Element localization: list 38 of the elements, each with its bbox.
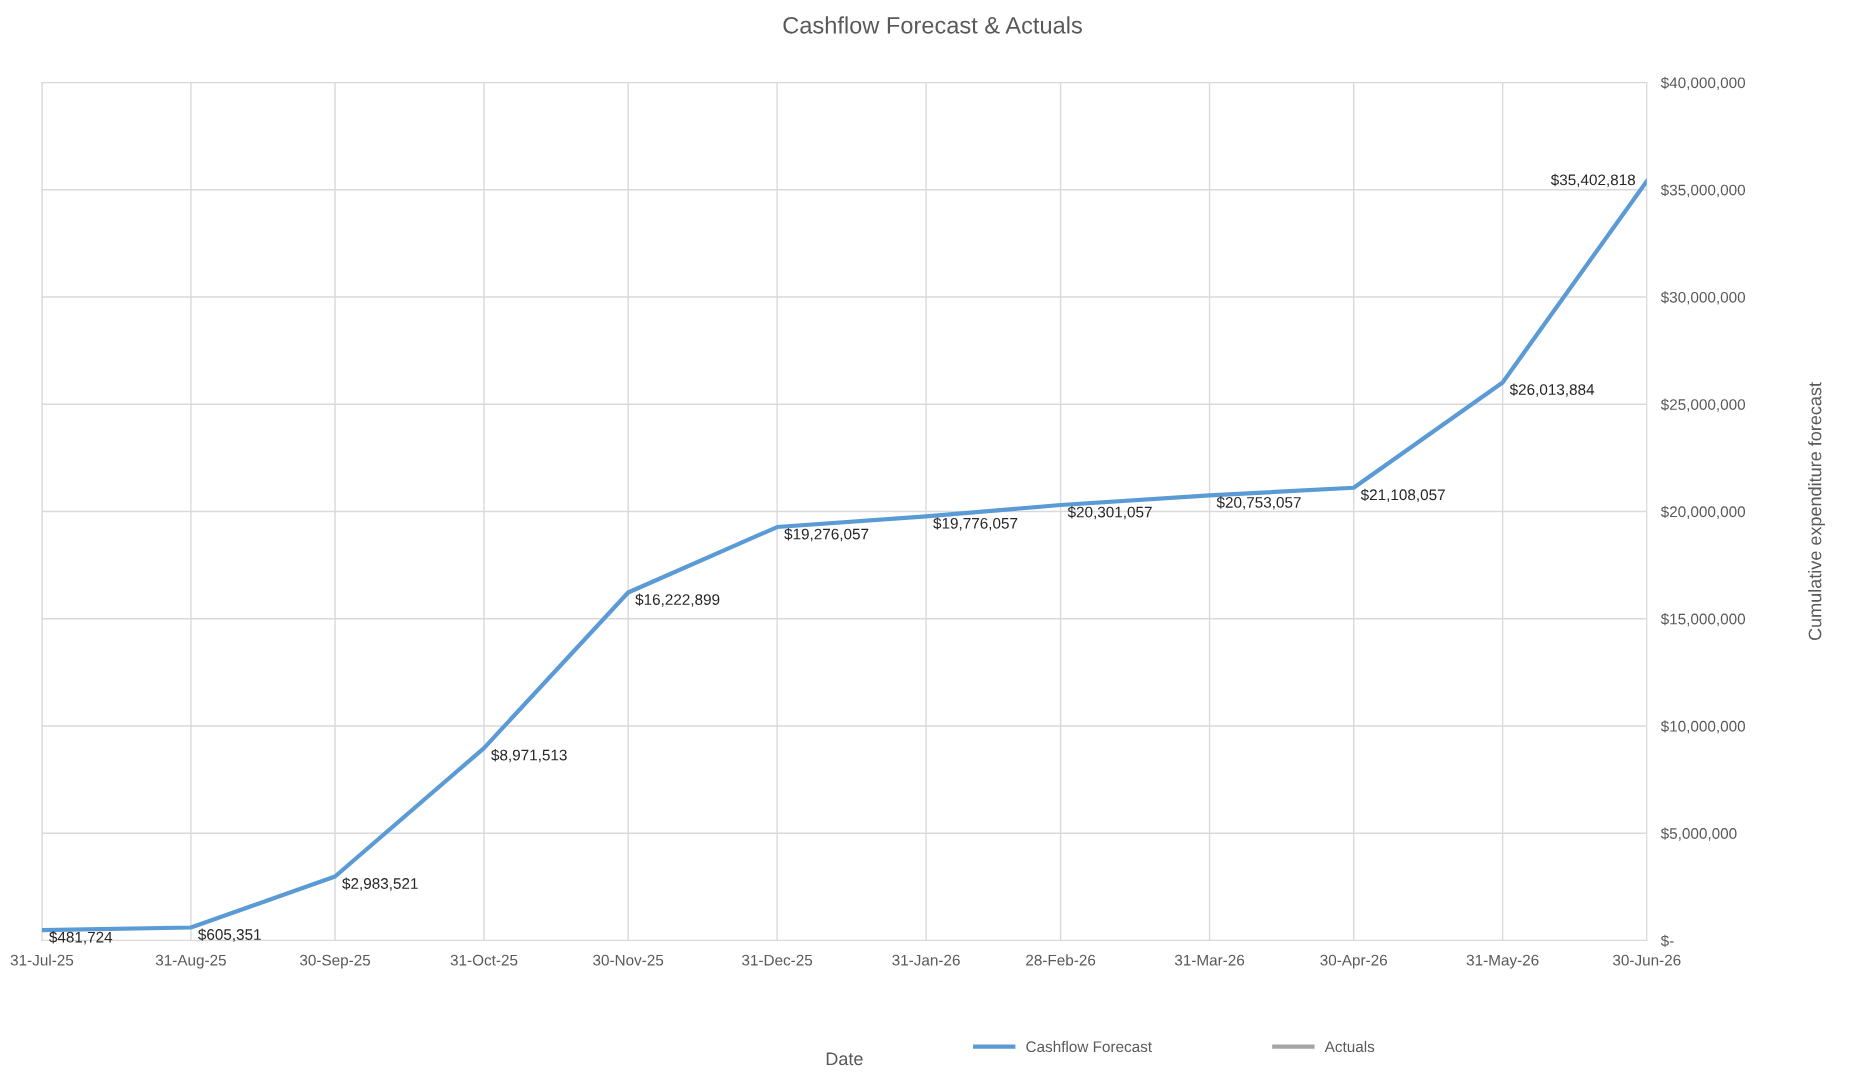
y-tick-label: $25,000,000	[1660, 398, 1746, 412]
y-tick-label: $15,000,000	[1660, 612, 1746, 627]
x-tick-label: 28-Feb-26	[1026, 954, 1096, 966]
x-tick-label: 30-Apr-26	[1320, 954, 1387, 969]
x-tick-label: 30-Sep-25	[299, 954, 371, 969]
data-label: $605,351	[198, 928, 261, 942]
chart-title: Cashflow Forecast & Actuals	[783, 16, 1082, 34]
data-label: $19,776,057	[933, 517, 1018, 531]
data-label: $20,301,057	[1067, 506, 1152, 520]
y-tick-label: $20,000,000	[1660, 505, 1746, 519]
x-tick-label: 31-Aug-25	[155, 954, 226, 969]
x-tick-label: 30-Nov-25	[593, 954, 664, 966]
x-tick-label: 31-Dec-25	[742, 954, 813, 966]
x-tick-label: 31-May-26	[1466, 954, 1539, 969]
y-tick-label: $35,000,000	[1660, 184, 1746, 198]
data-label: $8,971,513	[491, 749, 567, 763]
x-axis-title: Date	[826, 1052, 863, 1066]
data-label: $19,276,057	[784, 528, 869, 542]
x-tick-label: 30-Jun-26	[1612, 954, 1681, 966]
y-tick-label: $40,000,000	[1660, 76, 1746, 91]
data-label: $35,402,818	[1550, 173, 1636, 188]
y-tick-label: $30,000,000	[1660, 291, 1746, 305]
data-label: $21,108,057	[1360, 488, 1445, 502]
x-tick-label: 31-Jan-26	[892, 954, 960, 966]
legend-label: Cashflow Forecast	[1026, 1040, 1152, 1053]
legend-label: Actuals	[1324, 1040, 1375, 1053]
y-tick-label: $-	[1660, 934, 1674, 948]
x-tick-label: 31-Jul-25	[10, 954, 74, 966]
x-tick-label: 31-Mar-26	[1174, 954, 1245, 966]
y-tick-label: $10,000,000	[1660, 720, 1746, 734]
data-label: $26,013,884	[1509, 383, 1595, 397]
data-label: $16,222,899	[635, 593, 720, 607]
data-label: $481,724	[49, 931, 113, 945]
data-label: $20,753,057	[1216, 496, 1301, 510]
x-tick-label: 31-Oct-25	[450, 954, 518, 966]
y-axis-title: Cumulative expenditure forecast	[1808, 382, 1825, 641]
y-tick-label: $5,000,000	[1660, 827, 1737, 841]
data-label: $2,983,521	[342, 877, 418, 891]
